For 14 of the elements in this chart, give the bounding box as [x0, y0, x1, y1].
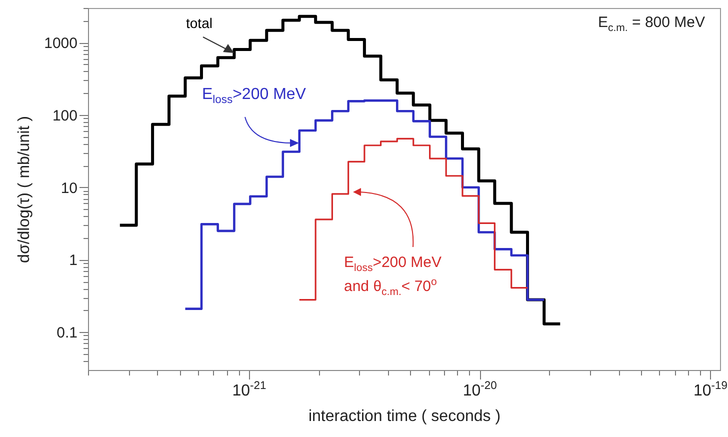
x-axis-title: interaction time ( seconds ) [308, 408, 501, 425]
y-tick-label: 100 [52, 107, 78, 124]
series-label: E$_{loss}$>200 MeV [202, 86, 306, 106]
x-tick-label: 10$^{-20}$ [462, 380, 497, 400]
y-tick-label: 0.1 [56, 324, 78, 342]
annotation: E$_{c.m.}$ = 800 MeV [598, 14, 705, 35]
x-tick-label: 10$^{-19}$ [693, 380, 728, 400]
y-tick-label: 1 [69, 252, 78, 270]
y-tick-label: 10 [60, 180, 78, 197]
x-tick-label: 10$^{-21}$ [232, 380, 266, 400]
series-label: E$_{loss}$>200 MeV and θ$_{c.m.}$< 70$^{o}$ [344, 253, 442, 300]
y-tick-label: 1000 [44, 35, 78, 52]
series-label: total [186, 15, 212, 32]
y-axis-title: dσ/dlog(τ) ( mb/unit ) [16, 116, 34, 263]
